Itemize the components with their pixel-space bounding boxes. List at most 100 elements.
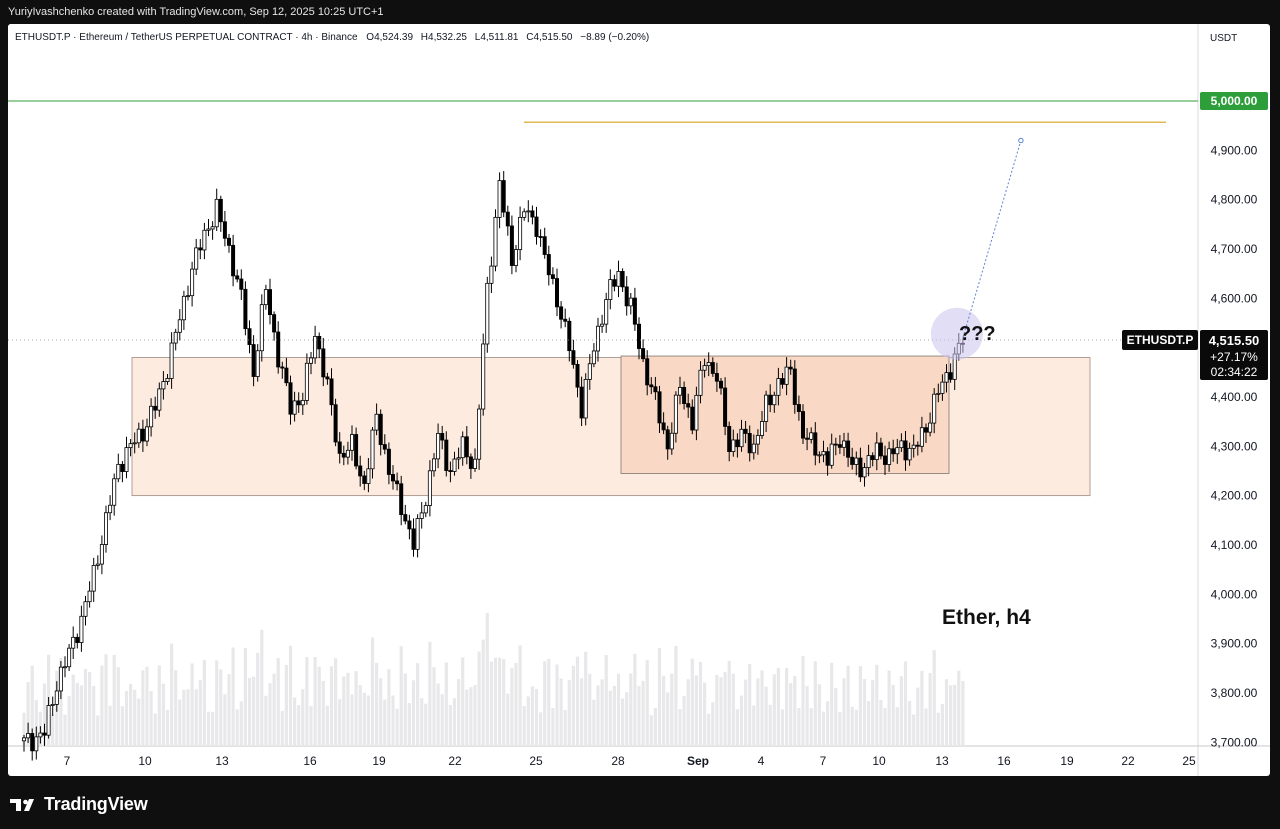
candle[interactable] <box>190 261 195 307</box>
candle[interactable] <box>661 412 666 435</box>
candle[interactable] <box>304 353 309 405</box>
candle[interactable] <box>382 434 387 455</box>
candle[interactable] <box>444 431 449 477</box>
candle[interactable] <box>739 419 744 452</box>
candle[interactable] <box>645 350 650 396</box>
candle[interactable] <box>456 447 461 470</box>
candle[interactable] <box>399 475 404 526</box>
candle[interactable] <box>272 311 277 341</box>
candle[interactable] <box>723 377 728 436</box>
candle[interactable] <box>58 661 63 700</box>
chart-panel[interactable]: ??? Ether, h4 ETHUSDT.P · Ethereum / Tet… <box>8 24 1270 776</box>
candle[interactable] <box>206 218 211 237</box>
candle[interactable] <box>862 462 867 487</box>
candle[interactable] <box>657 385 662 434</box>
candle[interactable] <box>538 229 543 247</box>
candle[interactable] <box>362 470 367 491</box>
candle[interactable] <box>140 419 145 452</box>
candle[interactable] <box>669 422 674 455</box>
candle[interactable] <box>210 221 215 240</box>
candle[interactable] <box>280 361 285 379</box>
candle[interactable] <box>378 409 383 456</box>
candle[interactable] <box>481 333 486 416</box>
candle[interactable] <box>784 357 789 396</box>
candle[interactable] <box>513 245 518 273</box>
candle[interactable] <box>468 453 473 479</box>
candle[interactable] <box>690 399 695 435</box>
candle[interactable] <box>870 452 875 467</box>
candle[interactable] <box>903 430 908 471</box>
candle[interactable] <box>321 338 326 387</box>
candle[interactable] <box>764 390 769 432</box>
candle[interactable] <box>579 376 584 427</box>
candle[interactable] <box>944 364 949 393</box>
candle[interactable] <box>276 321 281 374</box>
candle[interactable] <box>419 502 424 529</box>
candle[interactable] <box>768 384 773 413</box>
candle[interactable] <box>329 368 334 416</box>
candle[interactable] <box>132 432 137 454</box>
candle[interactable] <box>296 392 301 413</box>
breakout-highlight[interactable] <box>930 307 983 360</box>
candle[interactable] <box>587 354 592 390</box>
candle[interactable] <box>489 256 494 294</box>
candle[interactable] <box>214 188 219 232</box>
candle[interactable] <box>710 357 715 377</box>
candle[interactable] <box>837 435 842 454</box>
candle[interactable] <box>42 723 47 746</box>
candle[interactable] <box>165 373 170 385</box>
candle[interactable] <box>546 245 551 286</box>
candle[interactable] <box>919 416 924 453</box>
candle[interactable] <box>796 395 801 421</box>
candle[interactable] <box>583 373 588 426</box>
candle[interactable] <box>284 357 289 387</box>
candle[interactable] <box>345 441 350 465</box>
candle[interactable] <box>526 200 531 223</box>
candle[interactable] <box>833 437 838 456</box>
candle[interactable] <box>79 605 84 652</box>
resistance-price-badge[interactable] <box>1200 92 1268 110</box>
candle[interactable] <box>948 363 953 383</box>
candle[interactable] <box>54 681 59 712</box>
candle[interactable] <box>124 436 129 479</box>
candle[interactable] <box>702 358 707 378</box>
candle[interactable] <box>829 433 834 469</box>
candle[interactable] <box>423 501 428 518</box>
candle[interactable] <box>104 505 109 553</box>
candle[interactable] <box>559 301 564 329</box>
candle[interactable] <box>653 376 658 400</box>
candle[interactable] <box>628 293 633 315</box>
candle[interactable] <box>288 375 293 425</box>
candle[interactable] <box>760 411 765 439</box>
candle[interactable] <box>493 209 498 272</box>
candle[interactable] <box>366 458 371 493</box>
candle[interactable] <box>120 461 125 483</box>
candle[interactable] <box>550 267 555 285</box>
candle[interactable] <box>38 726 43 744</box>
candle[interactable] <box>452 451 457 476</box>
candle[interactable] <box>112 473 117 516</box>
candle[interactable] <box>895 438 900 464</box>
candle[interactable] <box>317 332 322 359</box>
candle[interactable] <box>99 535 104 575</box>
candle[interactable] <box>116 453 121 483</box>
candle[interactable] <box>153 396 158 419</box>
candle[interactable] <box>292 391 297 422</box>
candle[interactable] <box>91 557 96 602</box>
candle[interactable] <box>932 388 937 434</box>
candle[interactable] <box>354 427 359 470</box>
candle[interactable] <box>349 425 354 461</box>
candle[interactable] <box>407 514 412 540</box>
candle[interactable] <box>108 495 113 521</box>
candle[interactable] <box>259 294 264 362</box>
candle[interactable] <box>472 448 477 472</box>
candle[interactable] <box>575 360 580 398</box>
candle[interactable] <box>518 206 523 261</box>
candle[interactable] <box>313 325 318 364</box>
candle[interactable] <box>325 372 330 385</box>
candle[interactable] <box>825 447 830 476</box>
candle[interactable] <box>161 371 166 400</box>
candle[interactable] <box>805 428 810 451</box>
candle[interactable] <box>239 269 244 300</box>
candle[interactable] <box>403 504 408 525</box>
